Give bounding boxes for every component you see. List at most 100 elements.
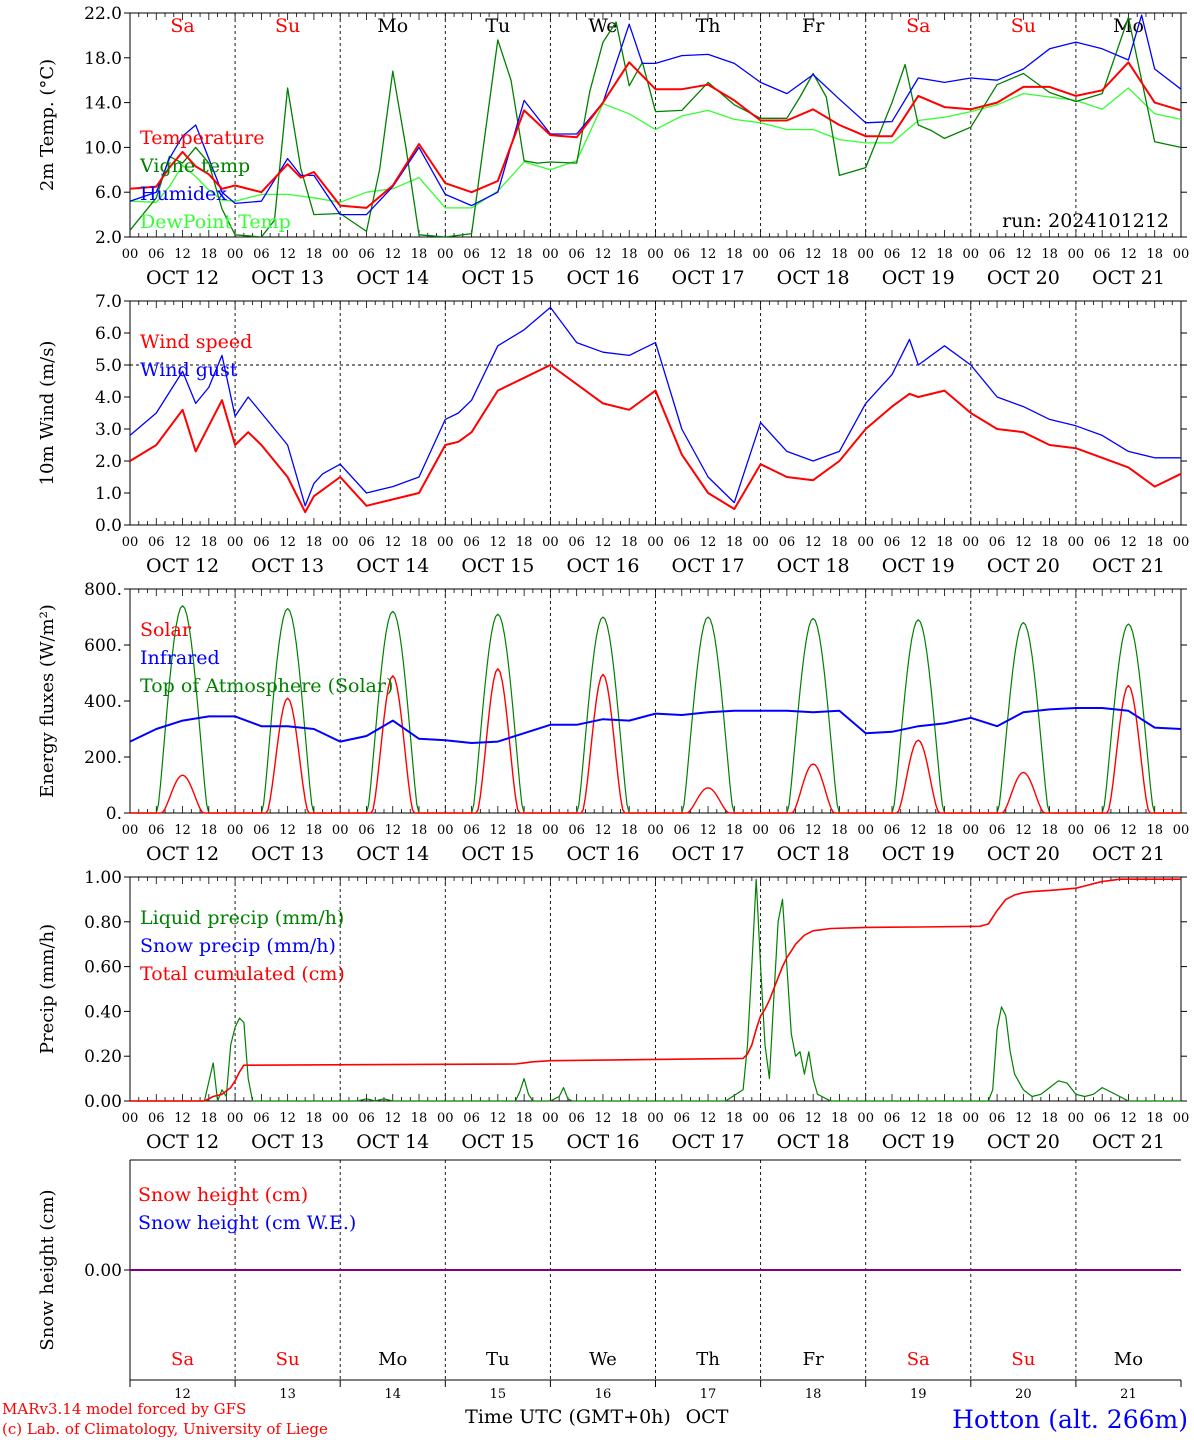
hour-tick-label: 00 (1068, 1111, 1085, 1126)
hour-tick-label: 06 (884, 823, 901, 838)
hour-tick-label: 12 (384, 823, 401, 838)
hour-tick-label: 18 (726, 247, 743, 262)
hour-tick-label: 06 (884, 535, 901, 550)
hour-tick-label: 12 (279, 535, 296, 550)
credit-line-2: (c) Lab. of Climatology, University of L… (2, 1420, 328, 1438)
hour-tick-label: 06 (253, 535, 270, 550)
y-tick-label: 6.0 (95, 324, 122, 344)
legend-entry: DewPoint Temp (140, 211, 291, 233)
hour-tick-label: 00 (542, 823, 559, 838)
date-label: OCT 12 (146, 843, 219, 865)
hour-tick-label: 00 (542, 1111, 559, 1126)
series-line-solar (130, 668, 1181, 814)
y-tick-label: 0.20 (84, 1047, 122, 1067)
series-line-liquid-precip (130, 878, 1181, 1102)
legend-entry: Wind gust (140, 359, 238, 381)
hour-tick-label: 06 (463, 823, 480, 838)
hour-tick-label: 06 (358, 535, 375, 550)
hour-tick-label: 18 (516, 247, 533, 262)
hour-tick-label: 12 (1120, 823, 1137, 838)
hour-tick-label: 00 (437, 247, 454, 262)
y-tick-label: 4.0 (95, 388, 122, 408)
date-label: OCT 13 (251, 1131, 324, 1153)
date-label: OCT 12 (146, 1131, 219, 1153)
hour-tick-label: 06 (674, 535, 691, 550)
hour-tick-label: 18 (516, 535, 533, 550)
hour-tick-label: 12 (384, 1111, 401, 1126)
day-number-label: 15 (490, 1387, 507, 1402)
panel-4: 00 06 12 18 00 06 12 18 00 06 12 18 00 06 12 18 00 06 12 18… (37, 868, 1189, 1153)
hour-tick-label: 06 (674, 1111, 691, 1126)
y-tick-label: 800. (84, 580, 122, 600)
hour-tick-label: 06 (989, 247, 1006, 262)
hour-tick-label: 06 (884, 247, 901, 262)
hour-tick-label: 12 (1120, 535, 1137, 550)
hour-tick-label: 18 (201, 535, 218, 550)
hour-tick-label: 12 (700, 823, 717, 838)
legend-entry: Snow height (cm) (138, 1184, 308, 1206)
hour-tick-label: 12 (279, 1111, 296, 1126)
panel-1: 00 06 12 18 00 06 12 18 00 06 12 18 00 06 12 18 00 06 12 18… (37, 4, 1189, 289)
date-label: OCT 20 (987, 843, 1060, 865)
y-tick-label: 400. (84, 692, 122, 712)
hour-tick-label: 12 (700, 535, 717, 550)
hour-tick-label: 00 (437, 1111, 454, 1126)
hour-tick-label: 00 (437, 535, 454, 550)
series-line-dewpoint-temp (130, 87, 1181, 209)
day-name-label: Tu (485, 15, 510, 37)
series-line-total-cumulated (130, 878, 1181, 1102)
hour-tick-label: 18 (1146, 535, 1163, 550)
hour-tick-label: 00 (1173, 1111, 1190, 1126)
day-number-label: 12 (174, 1387, 191, 1402)
y-tick-label: 0.0 (95, 516, 122, 536)
hour-tick-label: 18 (411, 823, 428, 838)
day-name-label: Mo (1114, 1349, 1143, 1370)
run-annotation: run: 2024101212 (1002, 210, 1169, 232)
date-label: OCT 14 (356, 843, 429, 865)
hour-tick-label: 18 (516, 1111, 533, 1126)
day-name-label: Su (1011, 15, 1036, 37)
hour-tick-label: 18 (726, 535, 743, 550)
hour-tick-label: 18 (936, 535, 953, 550)
hour-tick-label: 18 (411, 247, 428, 262)
date-label: OCT 19 (882, 555, 955, 577)
y-tick-label: 7.0 (95, 292, 122, 312)
hour-tick-label: 12 (805, 535, 822, 550)
hour-tick-label: 18 (621, 823, 638, 838)
hour-tick-label: 06 (253, 1111, 270, 1126)
hour-tick-label: 00 (227, 535, 244, 550)
hour-tick-label: 12 (1120, 1111, 1137, 1126)
hour-tick-label: 18 (1146, 247, 1163, 262)
hour-tick-label: 06 (358, 247, 375, 262)
hour-tick-label: 00 (227, 247, 244, 262)
hour-tick-label: 18 (306, 823, 323, 838)
date-label: OCT 18 (777, 555, 850, 577)
date-label: OCT 15 (461, 267, 534, 289)
date-label: OCT 18 (777, 1131, 850, 1153)
day-number-label: 20 (1015, 1387, 1032, 1402)
hour-tick-label: 12 (1015, 535, 1032, 550)
hour-tick-label: 06 (779, 1111, 796, 1126)
hour-tick-label: 18 (1041, 1111, 1058, 1126)
hour-tick-label: 06 (779, 247, 796, 262)
date-label: OCT 15 (461, 843, 534, 865)
hour-tick-label: 12 (910, 823, 927, 838)
y-tick-label: 18.0 (84, 49, 122, 69)
date-label: OCT 17 (672, 555, 745, 577)
y-tick-label: 10.0 (84, 138, 122, 158)
date-label: OCT 13 (251, 555, 324, 577)
hour-tick-label: 06 (148, 1111, 165, 1126)
date-label: OCT 21 (1092, 555, 1165, 577)
legend-entry: Top of Atmosphere (Solar) (140, 675, 393, 697)
hour-tick-label: 18 (1146, 823, 1163, 838)
day-name-label: Th (696, 1349, 720, 1370)
series-line-vigne-temp (130, 16, 1181, 237)
hour-tick-label: 00 (542, 535, 559, 550)
hour-tick-label: 06 (779, 823, 796, 838)
series-group (130, 14, 1181, 237)
hour-tick-label: 06 (358, 823, 375, 838)
legend-entry: Snow precip (mm/h) (140, 935, 336, 957)
hour-tick-label: 18 (1041, 823, 1058, 838)
hour-tick-label: 18 (1041, 247, 1058, 262)
series-line-temperature (130, 61, 1181, 209)
